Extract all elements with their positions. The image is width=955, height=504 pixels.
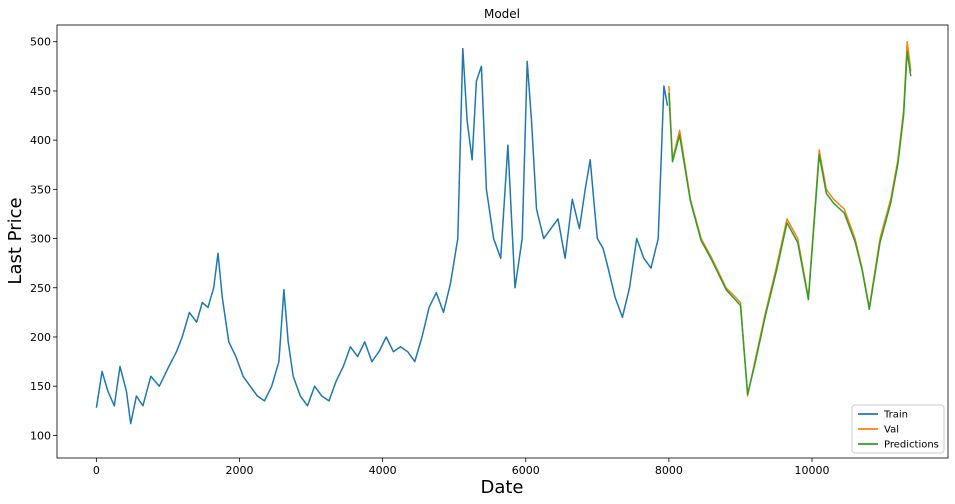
series-line-val bbox=[668, 40, 912, 397]
y-tick-label: 300 bbox=[30, 233, 51, 246]
legend-box bbox=[851, 404, 945, 454]
y-tick-label: 500 bbox=[30, 36, 51, 49]
y-tick-label: 350 bbox=[30, 183, 51, 196]
y-tick-label: 150 bbox=[30, 380, 51, 393]
y-tick-label: 250 bbox=[30, 282, 51, 295]
x-tick-label: 0 bbox=[93, 464, 100, 477]
x-tick-label: 6000 bbox=[512, 464, 540, 477]
x-axis-label: Date bbox=[480, 477, 523, 498]
chart-title: Model bbox=[484, 7, 520, 21]
series-line-train bbox=[95, 47, 669, 425]
legend-label-train: Train bbox=[883, 410, 908, 421]
y-axis-label: Last Price bbox=[5, 197, 26, 284]
x-tick-label: 4000 bbox=[369, 464, 397, 477]
series-line-predictions bbox=[668, 50, 912, 395]
y-tick-label: 100 bbox=[30, 429, 51, 442]
x-tick-label: 8000 bbox=[655, 464, 683, 477]
y-tick-label: 400 bbox=[30, 134, 51, 147]
legend-label-predictions: Predictions bbox=[884, 440, 939, 451]
x-tick-label: 2000 bbox=[225, 464, 253, 477]
x-tick-label: 10000 bbox=[795, 464, 830, 477]
y-tick-label: 450 bbox=[30, 85, 51, 98]
plot-area-frame bbox=[56, 24, 949, 459]
legend-label-val: Val bbox=[884, 425, 899, 436]
y-tick-label: 200 bbox=[30, 331, 51, 344]
legend: Train Val Predictions bbox=[851, 404, 945, 454]
